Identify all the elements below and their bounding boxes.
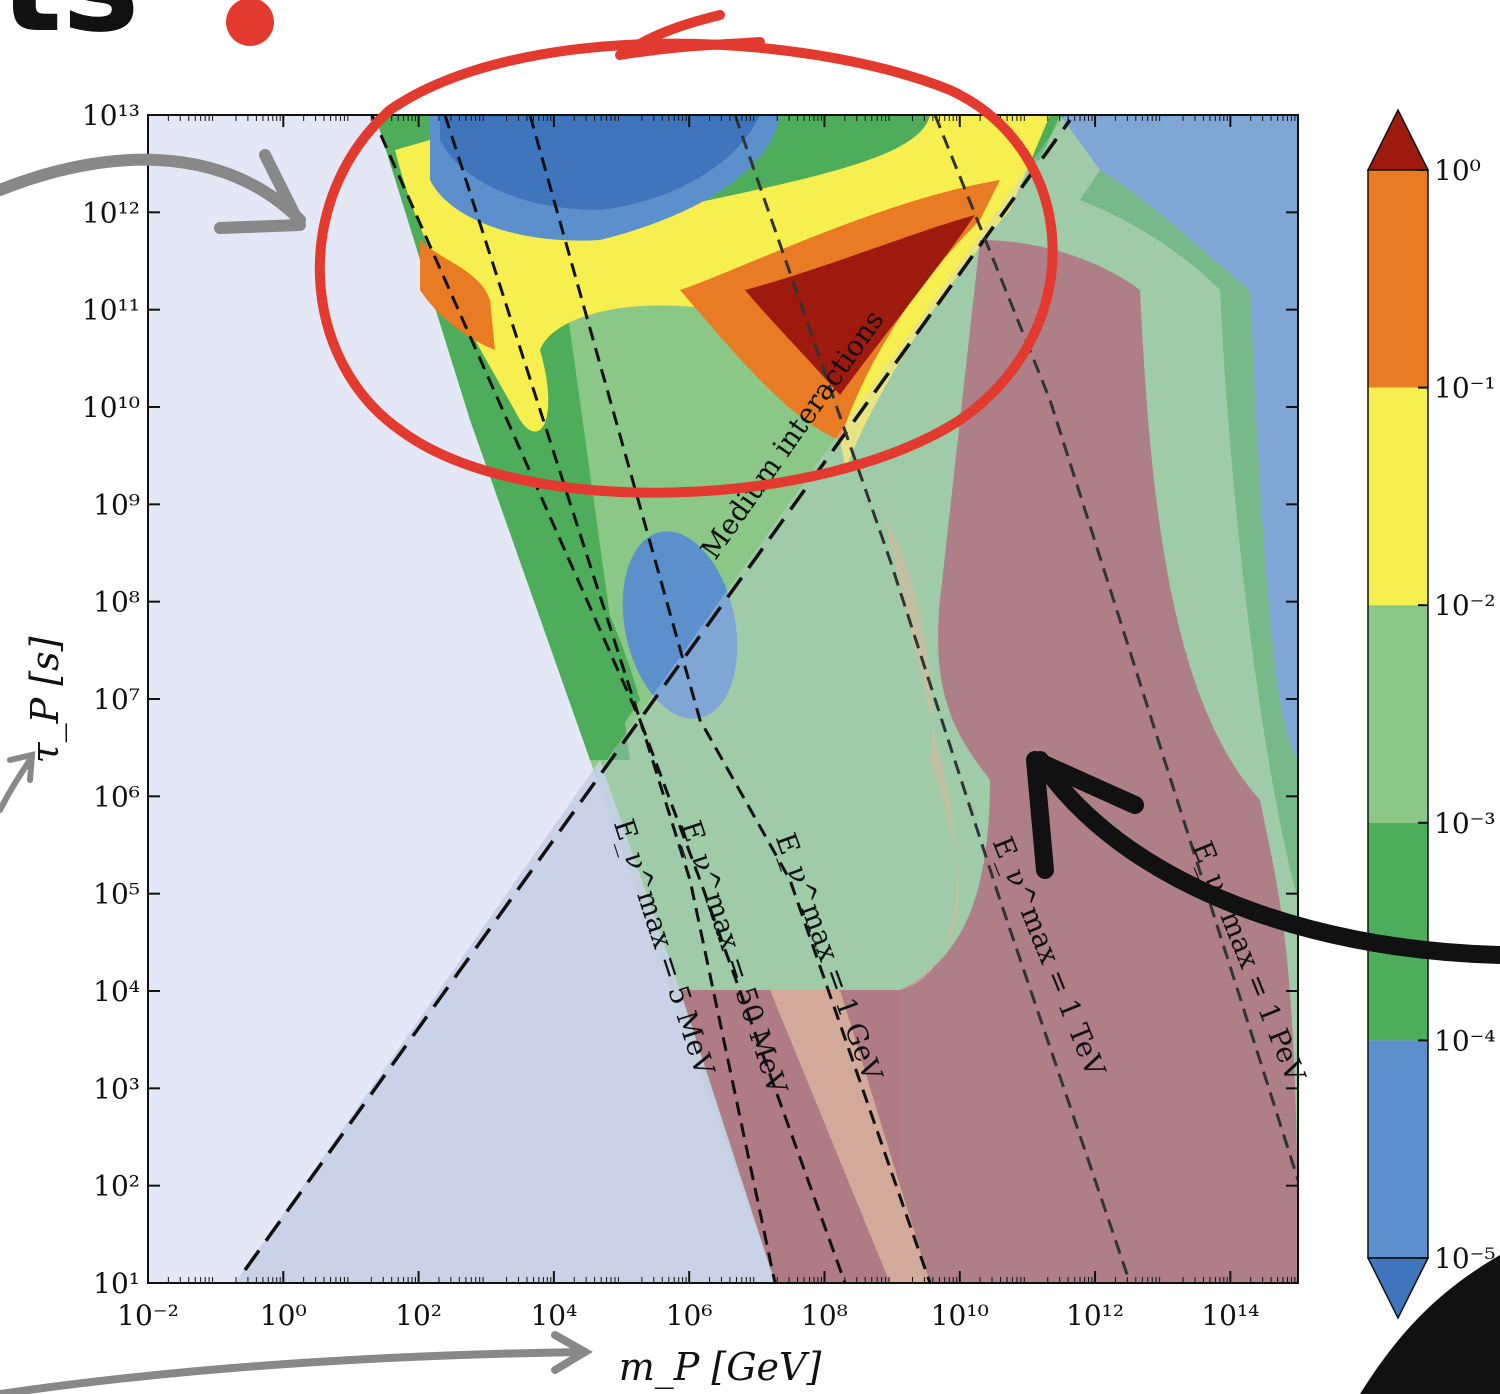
excluded-strip-light: [770, 990, 930, 1283]
y-tick-label: 10⁶: [93, 780, 140, 813]
y-tick-label: 10¹¹: [82, 294, 140, 327]
y-tick-label: 10¹: [93, 1267, 140, 1300]
colorbar-tick-label: 10⁰: [1434, 154, 1481, 187]
y-tick-label: 10²: [93, 1170, 140, 1203]
gray-arrow-left: [0, 751, 36, 813]
colorbar-frame: [1367, 169, 1429, 1259]
y-tick-label: 10¹³: [82, 99, 140, 132]
y-tick-label: 10⁹: [93, 488, 140, 521]
contour-line-5mev: [370, 115, 777, 1283]
heatmap-blue-island: [622, 531, 738, 719]
boundary-line-medium-interactions: [243, 118, 1072, 1272]
colorbar-band: [1368, 387, 1428, 606]
colorbar-tick-label: 10⁻⁴: [1434, 1024, 1496, 1057]
colorbar-band: [1368, 605, 1428, 823]
y-tick-label: 10⁸: [93, 586, 140, 619]
y-axis-label: τ_P [s]: [23, 636, 68, 763]
x-tick-label: 10¹²: [1066, 1299, 1124, 1332]
y-axis-ticks: 10¹ 10² 10³ 10⁴ 10⁵ 10⁶ 10⁷ 10⁸ 10⁹ 10¹⁰ 10¹¹ 10¹² 1…: [82, 99, 1298, 1300]
x-tick-label: 10⁰: [260, 1299, 307, 1332]
black-arrow-annotation: [1031, 751, 1500, 964]
colorbar-tick-label: 10⁻¹: [1434, 372, 1496, 405]
colorbar-extend-top: [1366, 108, 1430, 171]
title-dot: [226, 0, 274, 46]
plot-area: [148, 115, 1298, 1283]
x-tick-label: 10¹⁰: [931, 1299, 989, 1332]
colorbar-band: [1368, 822, 1428, 1041]
x-tick-label: 10⁸: [801, 1299, 848, 1332]
x-tick-label: 10⁻²: [117, 1299, 179, 1332]
x-tick-label: 10⁶: [666, 1299, 713, 1332]
colorbar-tick-label: 10⁻³: [1434, 807, 1496, 840]
y-tick-label: 10¹²: [82, 196, 140, 229]
heatmap-deep-blue-upper: [440, 115, 760, 210]
heatmap-dark-red-region: [745, 215, 975, 395]
y-tick-label: 10⁷: [93, 683, 140, 716]
heatmap-green-right: [1080, 170, 1298, 900]
black-arrow-annotation-head: [1026, 751, 1144, 879]
x-axis-ticks: 10⁻² 10⁰ 10² 10⁴ 10⁶ 10⁸ 10¹⁰ 10¹² 10¹⁴: [117, 115, 1296, 1332]
black-corner-shape: [1360, 1255, 1500, 1394]
header-title-fragment: ts: [0, 0, 140, 61]
red-scribble-annotation: [615, 10, 765, 60]
contour-line-1gev: [528, 115, 932, 1283]
y-tick-label: 10⁴: [93, 975, 140, 1008]
y-tick-label: 10¹⁰: [82, 391, 140, 424]
y-tick-label: 10⁵: [93, 878, 140, 911]
colorbar-band: [1368, 1040, 1428, 1258]
energy-contours: [370, 115, 1298, 1283]
excluded-triangle-shade: [235, 760, 775, 1283]
gray-arrow-top-left-head: [214, 149, 306, 234]
gray-arrow-top-left: [0, 153, 306, 226]
heatmap-green-lower: [500, 420, 640, 760]
x-tick-label: 10²: [395, 1299, 442, 1332]
x-tick-label: 10¹⁴: [1201, 1299, 1259, 1332]
x-tick-label: 10⁴: [530, 1299, 577, 1332]
contour-line-50mev: [443, 115, 847, 1283]
contour-line-1tev: [733, 115, 1132, 1283]
colorbar-tick-label: 10⁻²: [1434, 589, 1496, 622]
colorbar-band: [1368, 170, 1428, 388]
y-tick-label: 10³: [93, 1072, 140, 1105]
colorbar-extend-bottom: [1366, 1257, 1430, 1320]
x-axis-label: m_P [GeV]: [619, 1345, 822, 1390]
gray-arrow-bottom: [0, 1331, 593, 1394]
heatmap-blue-right-edge: [1060, 115, 1298, 760]
